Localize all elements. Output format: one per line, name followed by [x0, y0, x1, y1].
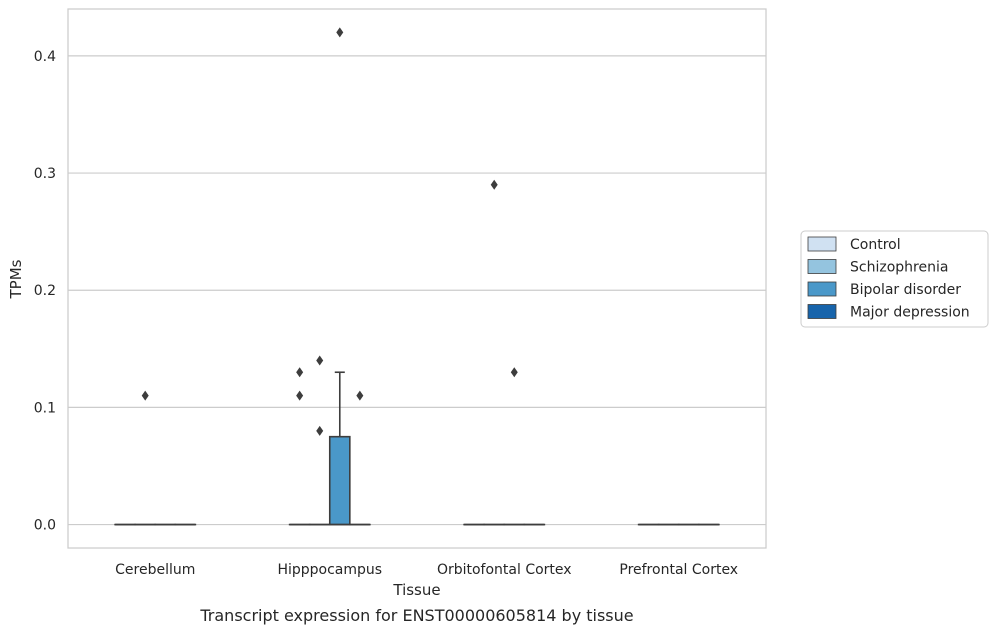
outlier-point	[316, 355, 324, 366]
legend-swatch	[807, 281, 837, 297]
y-axis-label: TPMs	[7, 259, 25, 299]
box-2-1	[483, 179, 506, 526]
y-tick-label: 0.4	[34, 49, 56, 65]
legend-swatch	[807, 259, 837, 274]
x-axis-label: Tissue	[392, 581, 440, 599]
legend-swatch	[807, 304, 837, 319]
x-tick-label: Cerebellum	[115, 562, 195, 578]
y-tick-label: 0.0	[34, 518, 56, 534]
box-1-2	[328, 27, 351, 526]
box-group	[114, 27, 720, 526]
box-0-1	[134, 390, 157, 526]
x-tick-label: Prefrontal Cortex	[619, 562, 738, 578]
outlier-point	[356, 390, 364, 401]
outlier-point	[490, 179, 498, 190]
outlier-point	[510, 367, 518, 378]
box-1-1	[308, 355, 331, 526]
legend: Control Schizophrenia Bipolar disorder Majo…	[800, 230, 989, 328]
outlier-point	[296, 390, 304, 401]
legend-swatch	[807, 236, 837, 252]
x-tick-label: Orbitofontal Cortex	[437, 562, 572, 578]
y-tick-label: 0.3	[34, 166, 56, 182]
legend-label: Major depression	[850, 305, 970, 321]
y-tick-label: 0.2	[34, 283, 56, 299]
x-tick-label: Hipppocampus	[277, 562, 382, 578]
y-tick-label: 0.1	[34, 400, 56, 416]
outlier-point	[336, 27, 344, 38]
plot-frame	[67, 8, 767, 549]
legend-frame	[800, 230, 989, 328]
grid-lines	[68, 55, 766, 526]
legend-label: Schizophrenia	[850, 260, 948, 276]
x-axis-ticks: Cerebellum Hipppocampus Orbitofontal Corte…	[115, 562, 738, 578]
figure-caption: Transcript expression for ENST0000060581…	[200, 606, 634, 625]
legend-label: Bipolar disorder	[850, 282, 961, 298]
legend-label: Control	[850, 237, 901, 253]
box-body	[328, 435, 351, 526]
box-1-3	[349, 390, 371, 526]
y-axis-ticks: 0.0 0.1 0.2 0.3 0.4	[34, 49, 56, 534]
outlier-point	[296, 367, 304, 378]
outlier-point	[141, 390, 149, 401]
outlier-point	[316, 425, 324, 436]
box-2-2	[503, 367, 526, 526]
box-1-0	[288, 367, 311, 526]
